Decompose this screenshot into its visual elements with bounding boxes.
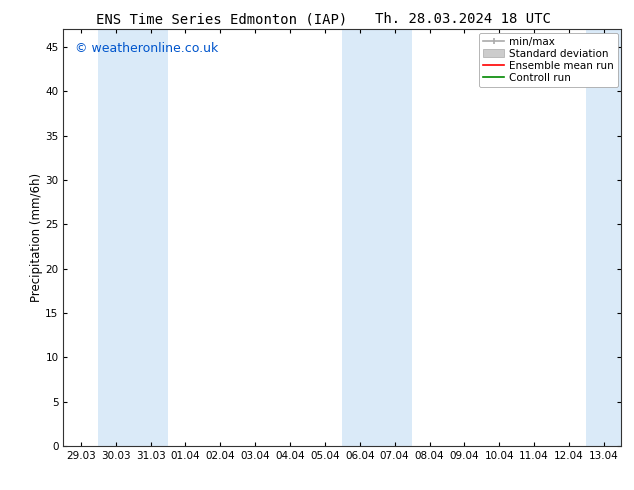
Bar xyxy=(342,29,412,446)
Text: Th. 28.03.2024 18 UTC: Th. 28.03.2024 18 UTC xyxy=(375,12,551,26)
Bar xyxy=(586,29,621,446)
Text: ENS Time Series Edmonton (IAP): ENS Time Series Edmonton (IAP) xyxy=(96,12,347,26)
Text: © weatheronline.co.uk: © weatheronline.co.uk xyxy=(75,42,218,55)
Bar xyxy=(98,29,168,446)
Legend: min/max, Standard deviation, Ensemble mean run, Controll run: min/max, Standard deviation, Ensemble me… xyxy=(479,32,618,87)
Y-axis label: Precipitation (mm/6h): Precipitation (mm/6h) xyxy=(30,173,42,302)
